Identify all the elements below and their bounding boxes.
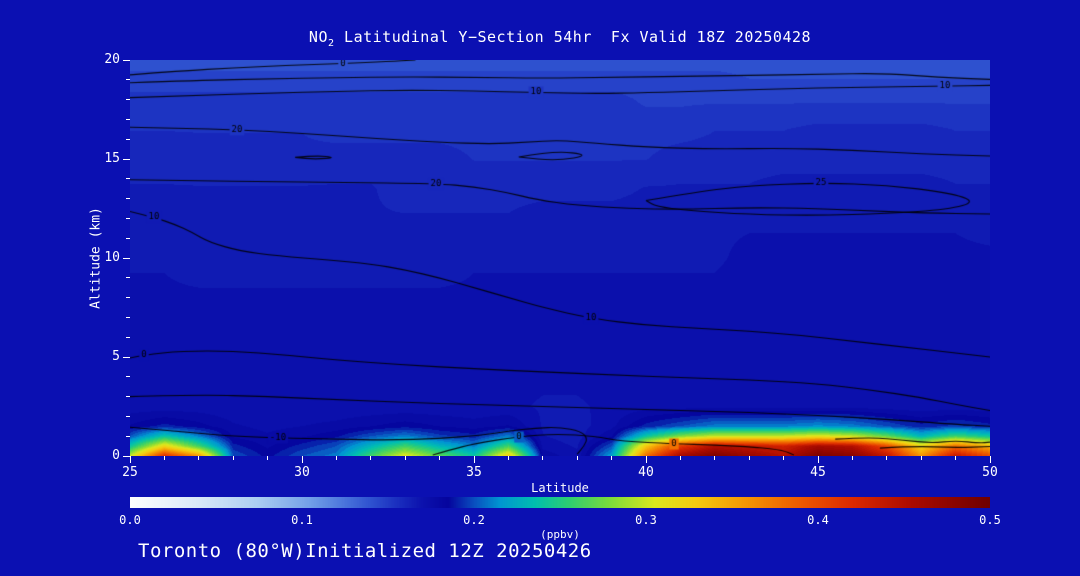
x-tick-label: 30 [294, 465, 310, 480]
x-tick [783, 456, 785, 460]
y-tick [126, 336, 130, 338]
x-tick [439, 456, 441, 460]
x-tick [576, 456, 578, 460]
x-tick [989, 456, 991, 463]
y-tick-label: 15 [104, 151, 120, 166]
colorbar-tick-label: 0.4 [807, 513, 829, 527]
heatmap-canvas [130, 60, 990, 456]
y-tick [126, 237, 130, 239]
y-tick [126, 118, 130, 120]
x-tick [714, 456, 716, 460]
x-tick [370, 456, 372, 460]
x-tick [198, 456, 200, 460]
y-tick [123, 356, 130, 358]
y-tick-label: 5 [112, 349, 120, 364]
y-tick [126, 138, 130, 140]
y-tick [126, 376, 130, 378]
x-tick [129, 456, 131, 463]
colorbar-tick-label: 0.2 [463, 513, 485, 527]
x-tick [645, 456, 647, 463]
x-tick-label: 35 [466, 465, 482, 480]
footer-text: Toronto (80°W)Initialized 12Z 20250426 [138, 540, 592, 562]
x-tick [611, 456, 613, 460]
x-tick [886, 456, 888, 460]
y-tick [126, 396, 130, 398]
chart-title-rest: Latitudinal Y−Section 54hr Fx Valid 18Z … [334, 28, 812, 46]
x-tick [851, 456, 853, 460]
x-axis-label: Latitude [531, 481, 589, 495]
x-tick-label: 45 [810, 465, 826, 480]
x-tick [679, 456, 681, 460]
colorbar-tick-label: 0.1 [291, 513, 313, 527]
y-tick [123, 455, 130, 457]
y-tick [126, 198, 130, 200]
x-tick-label: 40 [638, 465, 654, 480]
chart-title: NO2 Latitudinal Y−Section 54hr Fx Valid … [130, 28, 990, 49]
chart-title-prefix: NO [308, 28, 328, 46]
y-tick [126, 435, 130, 437]
x-tick [507, 456, 509, 460]
y-tick [123, 257, 130, 259]
x-tick-label: 50 [982, 465, 998, 480]
y-tick-label: 20 [104, 52, 120, 67]
x-tick [542, 456, 544, 460]
x-tick [473, 456, 475, 463]
plot-area [130, 60, 990, 456]
y-tick [126, 277, 130, 279]
x-tick [232, 456, 234, 460]
y-tick [126, 316, 130, 318]
x-tick-label: 25 [122, 465, 138, 480]
chart-title-subscript: 2 [327, 38, 335, 49]
y-tick [126, 79, 130, 81]
x-tick [301, 456, 303, 463]
y-tick [126, 178, 130, 180]
colorbar-tick-label: 0.3 [635, 513, 657, 527]
y-tick [123, 59, 130, 61]
y-tick [126, 415, 130, 417]
y-tick [126, 99, 130, 101]
x-tick [335, 456, 337, 460]
x-tick [817, 456, 819, 463]
y-tick-label: 10 [104, 250, 120, 265]
colorbar-unit-label: (ppbv) [540, 528, 580, 541]
colorbar-tick-label: 0.0 [119, 513, 141, 527]
y-tick-label: 0 [112, 448, 120, 463]
y-tick [126, 217, 130, 219]
x-tick [163, 456, 165, 460]
x-tick [955, 456, 957, 460]
x-tick [267, 456, 269, 460]
colorbar-canvas [130, 497, 990, 508]
x-tick [404, 456, 406, 460]
y-tick [126, 297, 130, 299]
colorbar-tick-label: 0.5 [979, 513, 1001, 527]
y-tick [123, 158, 130, 160]
x-tick [748, 456, 750, 460]
x-tick [920, 456, 922, 460]
